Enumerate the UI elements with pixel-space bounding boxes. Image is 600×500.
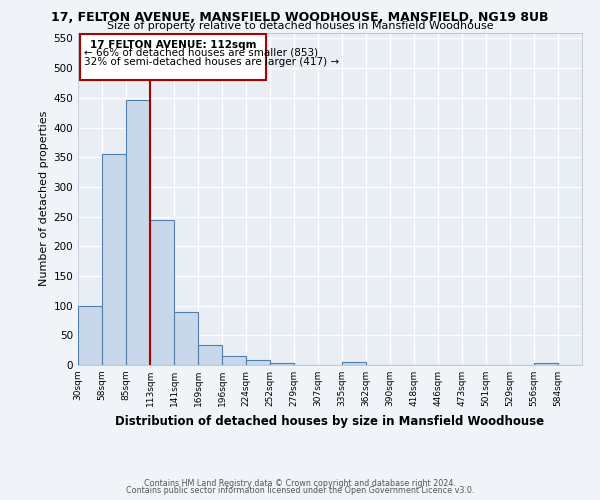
Bar: [270, 362, 294, 365]
Bar: [198, 346, 222, 365]
Text: ← 66% of detached houses are smaller (853): ← 66% of detached houses are smaller (85…: [84, 48, 319, 58]
Y-axis label: Number of detached properties: Number of detached properties: [39, 111, 49, 286]
Bar: [126, 100, 150, 365]
Bar: [246, 360, 270, 365]
Bar: [222, 356, 246, 365]
Bar: [102, 154, 126, 365]
Text: Size of property relative to detached houses in Mansfield Woodhouse: Size of property relative to detached ho…: [107, 21, 493, 31]
FancyBboxPatch shape: [80, 34, 266, 80]
Bar: [342, 362, 366, 365]
Bar: [174, 312, 198, 365]
Bar: [78, 306, 102, 365]
Text: 17 FELTON AVENUE: 112sqm: 17 FELTON AVENUE: 112sqm: [90, 40, 256, 50]
Text: Contains public sector information licensed under the Open Government Licence v3: Contains public sector information licen…: [126, 486, 474, 495]
Bar: [150, 220, 174, 365]
Bar: [534, 362, 558, 365]
X-axis label: Distribution of detached houses by size in Mansfield Woodhouse: Distribution of detached houses by size …: [115, 414, 545, 428]
Text: Contains HM Land Registry data © Crown copyright and database right 2024.: Contains HM Land Registry data © Crown c…: [144, 478, 456, 488]
Text: 32% of semi-detached houses are larger (417) →: 32% of semi-detached houses are larger (…: [84, 57, 340, 67]
Text: 17, FELTON AVENUE, MANSFIELD WOODHOUSE, MANSFIELD, NG19 8UB: 17, FELTON AVENUE, MANSFIELD WOODHOUSE, …: [51, 11, 549, 24]
